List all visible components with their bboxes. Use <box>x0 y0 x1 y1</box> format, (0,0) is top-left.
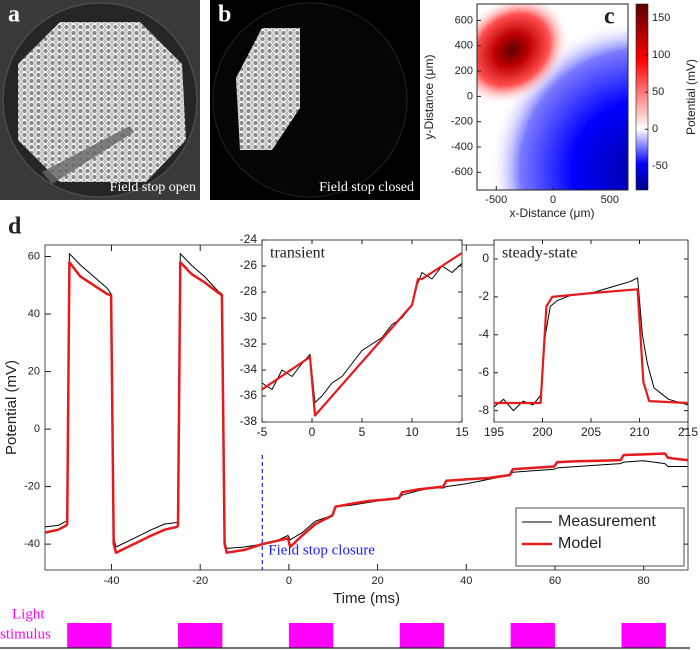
colorbar-tick-label: 150 <box>652 12 670 24</box>
colorbar-tick-label: 100 <box>652 49 670 61</box>
y-tick-label: -6 <box>478 365 489 379</box>
y-tick-label: -36 <box>240 388 258 402</box>
x-axis-label: Time (ms) <box>333 590 400 607</box>
x-tick-label: 215 <box>678 425 698 439</box>
y-tick-label: 20 <box>28 365 40 377</box>
y-tick-label: 600 <box>455 14 473 26</box>
colorbar-label: Potential (mV) <box>684 59 698 135</box>
colorbar-tick-label: 0 <box>652 123 658 135</box>
series-line <box>262 252 462 417</box>
stimulus-bar <box>67 623 112 648</box>
y-tick-label: 0 <box>467 90 473 102</box>
y-tick-label: -400 <box>451 141 473 153</box>
y-tick-label: -32 <box>240 336 258 350</box>
y-tick-label: -34 <box>240 362 258 376</box>
positive-region <box>477 4 570 106</box>
y-tick-label: -8 <box>478 403 489 417</box>
x-tick-label: -5 <box>257 425 268 439</box>
y-tick-label: -20 <box>24 480 40 492</box>
panel-label: c <box>604 4 615 30</box>
x-tick-label: 20 <box>371 575 383 587</box>
x-tick-label: 210 <box>629 425 649 439</box>
panel-label: a <box>8 2 20 28</box>
y-tick-label: 60 <box>28 250 40 262</box>
inset-title: transient <box>270 245 326 262</box>
annotation: Field stop closure <box>268 542 375 558</box>
stimulus-bar <box>621 623 666 648</box>
y-axis-label: y-Distance (μm) <box>422 55 436 140</box>
x-tick-label: 80 <box>638 575 650 587</box>
colorbar <box>635 3 649 191</box>
y-tick-label: -40 <box>24 538 40 550</box>
stimulus-bar <box>178 623 223 648</box>
y-tick-label: 40 <box>28 308 40 320</box>
panel-label: b <box>218 2 231 28</box>
x-tick-label: -500 <box>485 194 507 206</box>
series-line <box>45 261 688 554</box>
y-tick-label: 200 <box>455 65 473 77</box>
colorbar-tick-label: -50 <box>652 160 668 172</box>
legend-label: Model <box>558 535 602 552</box>
stimulus-label: Light <box>12 606 45 622</box>
y-tick-label: -26 <box>240 258 258 272</box>
stimulus-bar <box>288 623 334 648</box>
x-tick-label: 200 <box>532 425 552 439</box>
stimulus-bar <box>510 623 555 648</box>
y-tick-label: -38 <box>240 414 258 428</box>
x-tick-label: -20 <box>192 575 208 587</box>
x-tick-label: 5 <box>359 425 366 439</box>
x-tick-label: 15 <box>455 425 469 439</box>
x-tick-label: 0 <box>309 425 316 439</box>
y-axis-label: Potential (mV) <box>3 360 20 455</box>
x-tick-label: 205 <box>581 425 601 439</box>
x-tick-label: 0 <box>286 575 292 587</box>
y-tick-label: -2 <box>478 289 489 303</box>
x-axis-label: x-Distance (μm) <box>510 206 595 220</box>
x-tick-label: 60 <box>549 575 561 587</box>
negative-region <box>490 20 628 190</box>
plot-area <box>493 239 689 423</box>
y-tick-label: -28 <box>240 284 258 298</box>
fiber-bundle <box>236 28 300 150</box>
fiber-bundle <box>18 22 186 182</box>
panel-a: a Field stop open <box>0 0 200 200</box>
x-tick-label: 40 <box>460 575 472 587</box>
y-tick-label: 0 <box>34 423 40 435</box>
x-tick-label: 0 <box>550 194 556 206</box>
x-tick-label: 195 <box>484 425 504 439</box>
caption: Field stop closed <box>319 180 414 195</box>
y-tick-label: -30 <box>240 310 258 324</box>
heatmap-frame <box>476 3 629 191</box>
legend-label: Measurement <box>558 513 656 530</box>
colorbar-tick-label: 50 <box>652 86 664 98</box>
y-tick-label: 400 <box>455 40 473 52</box>
plot-area <box>261 239 463 423</box>
heatmap: c <box>476 3 649 191</box>
stimulus-label: stimulus <box>0 626 51 642</box>
caption: Field stop open <box>110 180 196 195</box>
y-tick-label: -4 <box>478 327 489 341</box>
x-tick-label: -40 <box>104 575 120 587</box>
y-tick-label: -600 <box>451 166 473 178</box>
stimulus-bar <box>399 623 445 648</box>
pipette <box>42 126 134 184</box>
panel-b: b Field stop closed <box>210 0 420 200</box>
panel-label: d <box>8 214 22 240</box>
inset-title: steady-state <box>502 245 578 262</box>
x-tick-label: 10 <box>405 425 419 439</box>
legend-box <box>515 507 685 567</box>
y-tick-label: -24 <box>240 232 258 246</box>
series-line <box>494 288 688 405</box>
x-tick-label: 500 <box>601 194 619 206</box>
y-tick-label: -200 <box>451 116 473 128</box>
series-line <box>262 263 462 403</box>
y-tick-label: 0 <box>482 251 489 265</box>
